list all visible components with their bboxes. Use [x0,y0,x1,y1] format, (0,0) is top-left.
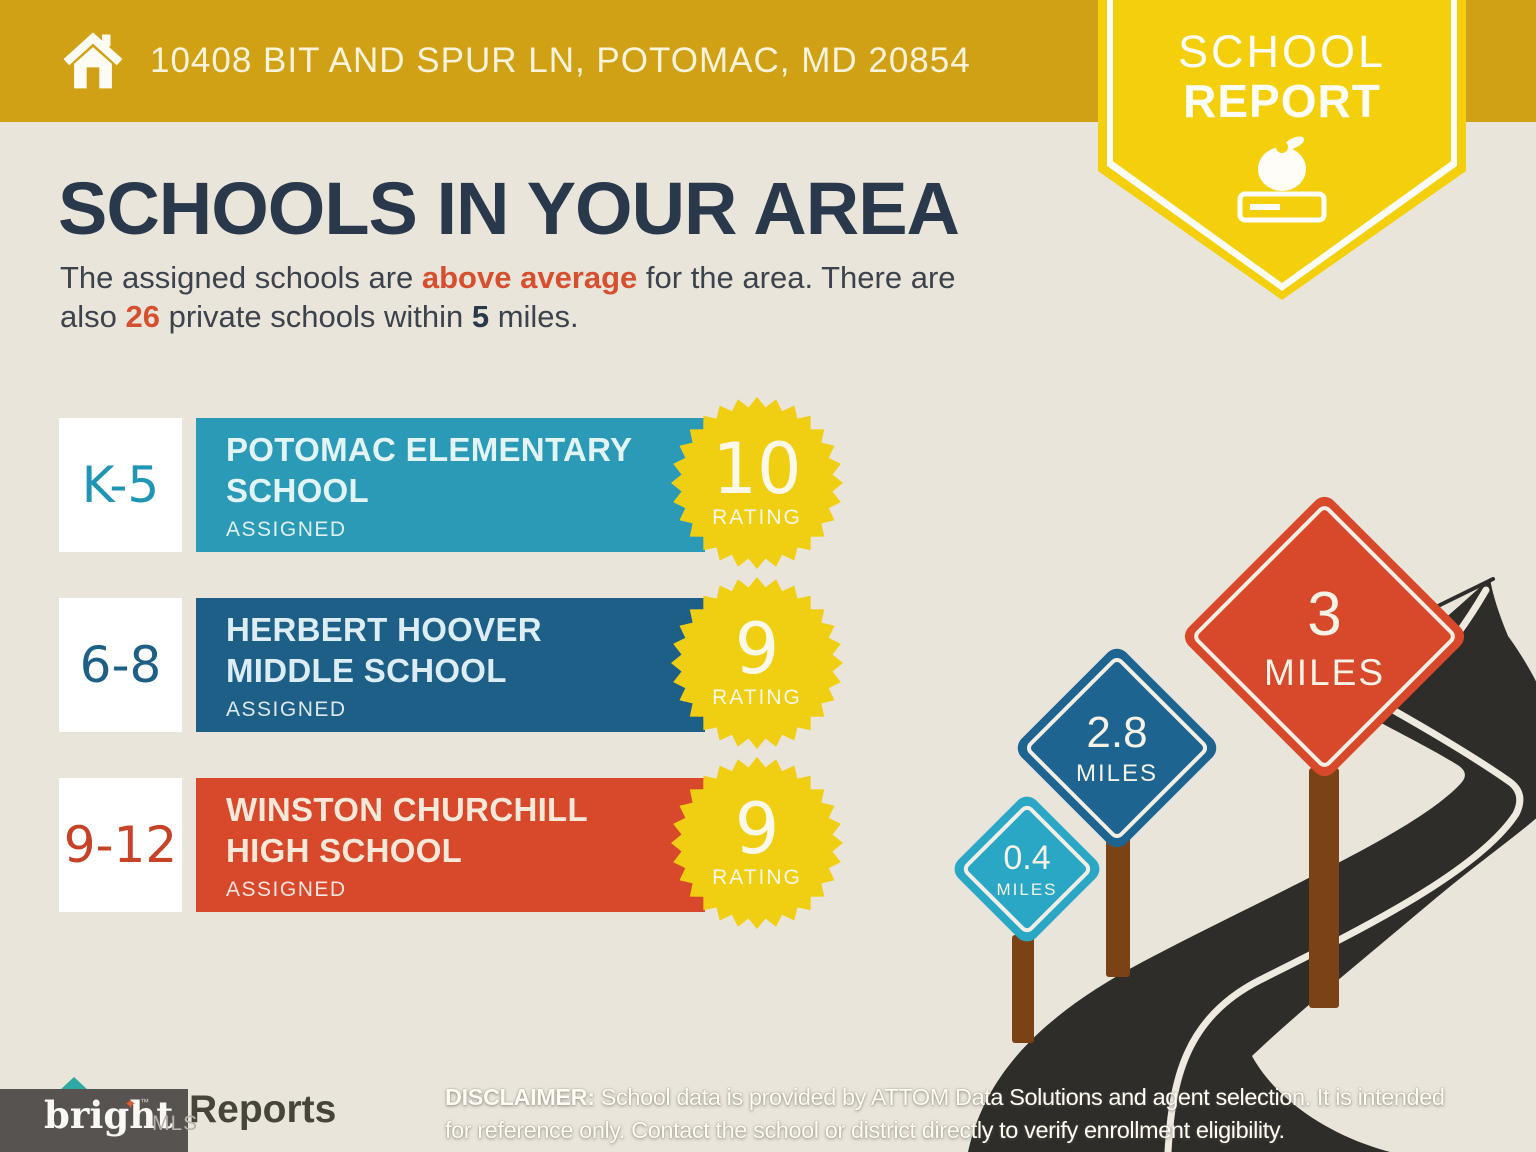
school-name: WINSTON CHURCHILL HIGH SCHOOL [226,790,588,869]
school-name: HERBERT HOOVER MIDDLE SCHOOL [226,610,542,689]
rating-value: 9 [734,788,780,871]
grade-range: 9-12 [59,778,182,912]
school-row-high: 9-12 WINSTON CHURCHILL HIGH SCHOOL ASSIGN… [0,757,900,929]
property-address: 10408 BIT AND SPUR LN, POTOMAC, MD 20854 [150,41,971,80]
apple-on-book-icon [1237,136,1327,223]
disclaimer-line2: for reference only. Contact the school o… [445,1117,1285,1143]
assignment-status: ASSIGNED [226,517,347,541]
brand-name: bright [44,1093,174,1137]
grade-range: 6-8 [59,598,182,732]
reports-logo-text: Reports [189,1088,337,1131]
distance-value: 2.8 [1086,708,1148,757]
distance-unit: MILES [996,879,1058,899]
distance-unit: MILES [1075,760,1159,787]
rating-badge: 9 RATING [671,757,843,929]
grade-range: K-5 [59,418,182,552]
school-row-elementary: K-5 POTOMAC ELEMENTARY SCHOOL ASSIGNED 10… [0,397,900,569]
distance-sign-middle: 2.8 MILES [1012,643,1222,853]
above-average-highlight: above average [421,260,638,295]
sign-post [1106,835,1130,977]
intro-line1: The assigned schools are above average f… [60,260,956,295]
rating-value: 9 [734,608,780,691]
assignment-status: ASSIGNED [226,697,347,721]
distance-value: 0.4 [1003,838,1051,877]
sparkle-icon: ✦ [124,1096,137,1113]
intro-paragraph: The assigned schools are above average f… [60,258,956,336]
school-name: POTOMAC ELEMENTARY SCHOOL [226,430,633,509]
distance-sign-high: 3 MILES [1179,491,1470,782]
page-title: SCHOOLS IN YOUR AREA [58,167,960,250]
rating-badge: 9 RATING [671,577,843,749]
distance-unit: MILES [1263,652,1386,693]
disclaimer-line1: DISCLAIMER: School data is provided by A… [445,1084,1445,1110]
ribbon-title-line2: REPORT [1183,75,1381,127]
rating-label: RATING [712,685,802,709]
radius-miles: 5 [471,299,490,334]
ribbon-title-line1: SCHOOL [1177,26,1387,77]
private-school-count: 26 [125,299,160,334]
bright-mls-logo: bright ✦ ™ MLS [0,1089,197,1152]
road-surface [968,578,1536,1152]
brand-suffix: MLS [152,1112,199,1135]
rating-value: 10 [712,428,802,511]
rating-badge: 10 RATING [671,397,843,569]
disclaimer: DISCLAIMER: School data is provided by A… [445,1081,1445,1147]
distance-value: 3 [1307,580,1342,649]
school-bar: POTOMAC ELEMENTARY SCHOOL ASSIGNED [196,418,705,552]
starburst-icon [671,757,843,929]
roof-icon [60,1077,88,1090]
sign-post [1012,935,1034,1043]
school-report-ribbon: SCHOOL REPORT [1098,0,1466,300]
school-bar: HERBERT HOOVER MIDDLE SCHOOL ASSIGNED [196,598,705,732]
intro-line2: also 26 private schools within 5 miles. [60,299,579,334]
trademark-symbol: ™ [140,1097,149,1107]
home-icon [63,32,123,89]
starburst-icon [671,577,843,749]
rating-label: RATING [712,505,802,529]
rating-label: RATING [712,865,802,889]
school-bar: WINSTON CHURCHILL HIGH SCHOOL ASSIGNED [196,778,705,912]
school-row-middle: 6-8 HERBERT HOOVER MIDDLE SCHOOL ASSIGNED… [0,577,900,749]
road-horizon-line [1436,577,1495,608]
starburst-icon [671,397,843,569]
sign-post [1309,768,1339,1008]
assignment-status: ASSIGNED [226,877,347,901]
